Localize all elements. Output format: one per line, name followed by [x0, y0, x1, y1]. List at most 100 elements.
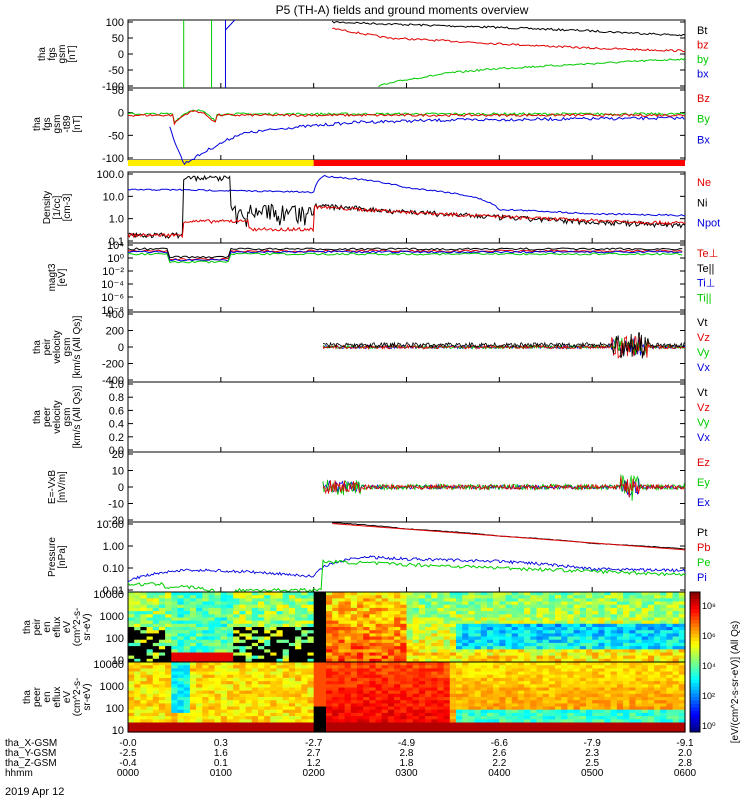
spectro-cell [542, 690, 550, 695]
spectro-cell [586, 630, 593, 634]
spectro-cell [536, 627, 544, 631]
spectro-cell [282, 601, 290, 606]
spectro-cell [524, 693, 531, 698]
spectro-cell [165, 690, 172, 695]
spectro-cell [517, 728, 525, 733]
spectro-cell [437, 703, 445, 708]
spectro-cell [319, 684, 327, 689]
spectro-cell [251, 674, 259, 679]
spectro-cell [239, 655, 247, 660]
spectro-cell [431, 601, 439, 606]
spectro-cell [623, 598, 630, 603]
spectro-cell [357, 722, 364, 727]
spectro-cell [555, 681, 562, 685]
spectro-cell [146, 630, 154, 634]
spectro-cell [579, 630, 587, 634]
spectro-cell [171, 633, 179, 638]
spectro-cell [573, 595, 581, 599]
spectro-cell [387, 681, 395, 685]
spectro-cell [468, 684, 476, 689]
spectro-cell [443, 725, 451, 730]
spectro-cell [319, 649, 327, 654]
spectro-cell [258, 652, 265, 657]
spectro-cell [344, 620, 352, 625]
spectro-cell [431, 703, 439, 708]
spectro-cell [487, 652, 494, 657]
spectro-cell [258, 725, 265, 730]
spectro-cell [140, 607, 148, 612]
spectro-cell [647, 709, 655, 714]
spectro-cell [233, 617, 240, 622]
spectro-cell [635, 646, 643, 650]
spectro-cell [517, 611, 525, 615]
spectro-cell [177, 677, 185, 682]
spectro-cell [338, 690, 346, 695]
spectro-cell [542, 697, 550, 701]
spectro-cell [505, 636, 513, 641]
spectro-cell [245, 674, 253, 679]
spectro-cell [214, 703, 222, 708]
spectro-cell [233, 728, 240, 733]
spectro-cell [264, 614, 271, 619]
spectro-cell [319, 722, 327, 727]
spectro-cell [561, 607, 568, 612]
spectro-cell [295, 665, 302, 669]
spectro-cell [431, 668, 439, 673]
spectro-cell [456, 674, 463, 679]
spectro-cell [326, 649, 333, 654]
spectro-cell [462, 642, 469, 647]
spectro-cell [499, 719, 507, 724]
spectro-cell [350, 611, 358, 615]
spectro-cell [592, 709, 599, 714]
spectro-cell [524, 598, 531, 603]
spectro-cell [350, 693, 358, 698]
spectro-cell [394, 658, 401, 663]
spectro-cell [548, 611, 556, 615]
spectro-cell [493, 636, 500, 641]
spectro-cell [555, 658, 562, 663]
spectro-cell [270, 662, 278, 666]
spectro-cell [412, 662, 420, 666]
spectro-cell [629, 728, 637, 733]
spectro-cell [189, 649, 197, 654]
spectro-cell [357, 658, 364, 663]
spectro-cell [660, 677, 667, 682]
spectro-cell [586, 693, 593, 698]
spectro-cell [350, 617, 358, 622]
spectro-cell [165, 703, 172, 708]
spectro-cell [177, 728, 185, 733]
spectro-cell [128, 617, 135, 622]
spectro-cell [548, 671, 556, 676]
spectro-cell [579, 709, 587, 714]
spectro-cell [499, 592, 507, 596]
spectro-cell [524, 716, 531, 720]
spectro-cell [375, 633, 383, 638]
spectro-cell [239, 595, 247, 599]
spectro-cell [647, 693, 655, 698]
spectro-cell [474, 687, 482, 692]
spectro-cell [425, 592, 432, 596]
spectro-cell [332, 627, 339, 631]
spectro-cell [505, 671, 513, 676]
spectro-cell [258, 604, 265, 609]
spectro-cell [196, 716, 203, 720]
spectro-cell [493, 671, 500, 676]
spectro-cell [202, 687, 210, 692]
spectro-cell [567, 607, 575, 612]
spectro-cell [660, 592, 667, 596]
y-tick-label: 10 [112, 725, 124, 737]
spectro-cell [474, 623, 482, 628]
trace-e-2 [322, 476, 686, 498]
spectro-cell [660, 697, 667, 701]
spectro-cell [505, 649, 513, 654]
spectro-cell [530, 592, 538, 596]
spectro-cell [579, 598, 587, 603]
spectro-cell [629, 725, 637, 730]
spectro-cell [586, 614, 593, 619]
spectro-cell [437, 700, 445, 704]
spectro-cell [344, 674, 352, 679]
spectro-cell [505, 598, 513, 603]
y-axis-label: peir [42, 338, 53, 355]
spectro-cell [418, 697, 426, 701]
spectro-cell [623, 636, 630, 641]
